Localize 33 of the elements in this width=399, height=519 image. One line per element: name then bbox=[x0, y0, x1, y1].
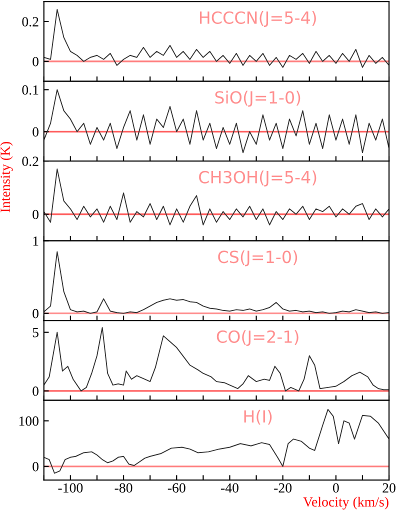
line-series bbox=[44, 89, 390, 154]
annotation: CO(J=2-1) bbox=[216, 330, 298, 346]
y-axis-title: Intensity (K) bbox=[0, 142, 13, 212]
x-tick-label: -20 bbox=[274, 483, 292, 493]
annotation: HCCCN(J=5-4) bbox=[200, 11, 316, 28]
line-series bbox=[44, 9, 390, 68]
x-tick-label: -100 bbox=[58, 483, 83, 493]
annotation: CH3OH(J=5-4) bbox=[199, 170, 316, 187]
annotation: CS(J=1-0) bbox=[218, 250, 298, 266]
y-tick-label: 0.2 bbox=[22, 17, 38, 27]
x-tick-label: 20 bbox=[382, 483, 396, 493]
y-tick-label: 0 bbox=[32, 462, 38, 472]
x-tick-label: -60 bbox=[168, 483, 186, 493]
y-tick-label: 0 bbox=[32, 386, 38, 396]
annotation: H(I) bbox=[244, 410, 272, 425]
x-axis-title: Velocity (km/s) bbox=[303, 496, 388, 510]
line-series bbox=[44, 327, 390, 392]
line-series bbox=[44, 251, 390, 314]
y-tick-label: 5 bbox=[32, 328, 38, 338]
x-tick-label: -80 bbox=[114, 483, 132, 493]
y-tick-label: 0.2 bbox=[22, 156, 38, 166]
y-tick-label: 0 bbox=[32, 210, 38, 220]
line-series bbox=[44, 408, 390, 474]
x-tick-label: 0 bbox=[332, 483, 339, 493]
y-tick-label: 0 bbox=[32, 56, 38, 66]
y-tick-label: 1 bbox=[33, 236, 38, 246]
y-tick-label: 0 bbox=[32, 308, 38, 318]
y-tick-label: 0.1 bbox=[22, 85, 38, 95]
x-tick-label: -40 bbox=[220, 483, 238, 493]
line-series bbox=[44, 168, 390, 226]
y-tick-label: 0 bbox=[32, 127, 38, 137]
annotation: SiO(J=1-0) bbox=[215, 90, 300, 107]
y-tick-label: 100 bbox=[19, 416, 38, 426]
